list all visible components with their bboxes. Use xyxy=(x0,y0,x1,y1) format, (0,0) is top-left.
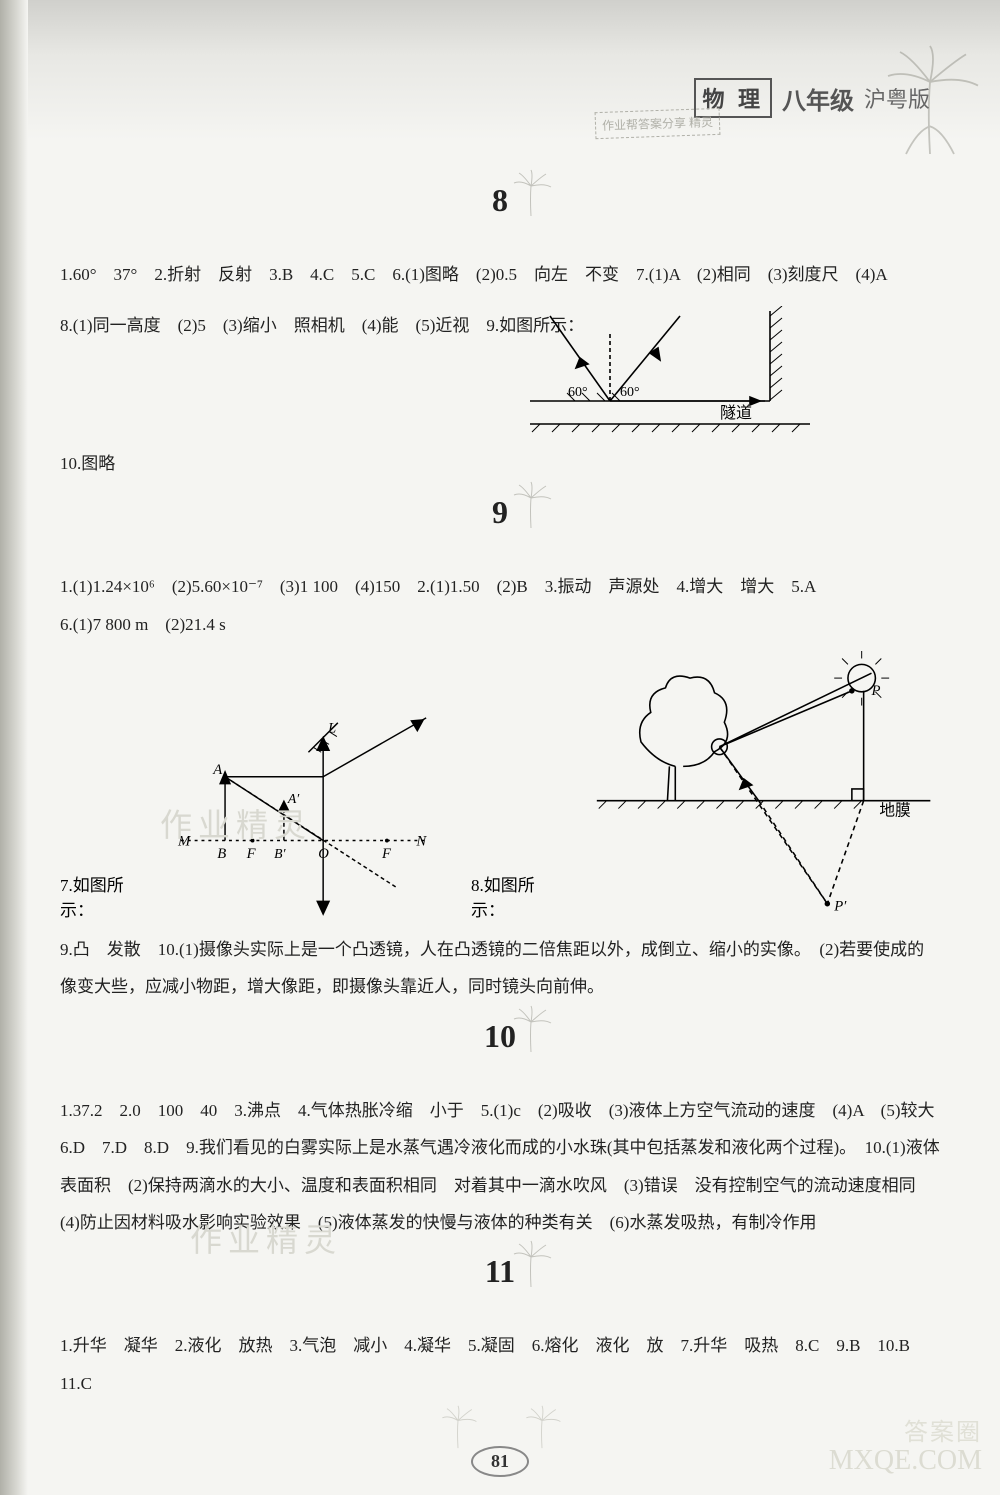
corner-watermark: 答案圈 xyxy=(904,1412,982,1447)
palm-icon xyxy=(435,1404,481,1450)
answer-text: 6.(1)7 800 m (2)21.4 s xyxy=(60,606,940,643)
answer-text: 10.图略 xyxy=(60,445,940,482)
svg-text:地膜: 地膜 xyxy=(879,801,910,819)
svg-text:N: N xyxy=(415,833,427,849)
svg-text:F: F xyxy=(246,846,257,862)
section-9-heading: 9 xyxy=(60,494,940,550)
section-11-heading: 11 xyxy=(60,1253,940,1309)
grade-label: 八年级 xyxy=(782,81,854,116)
svg-text:O: O xyxy=(318,846,329,862)
svg-text:L: L xyxy=(327,721,336,737)
svg-text:B′: B′ xyxy=(274,846,286,861)
edition-label: 沪粤版 xyxy=(864,82,930,114)
tree-sun-diagram: P P′ 地膜 xyxy=(587,651,940,921)
svg-text:60°: 60° xyxy=(620,385,640,400)
palm-icon xyxy=(506,480,556,530)
svg-text:M: M xyxy=(177,833,191,849)
main-content: 8 1.60° 37° 2.折射 反射 3.B 4.C 5.C 6.(1)图略 … xyxy=(60,170,940,1445)
answer-text: 1.升华 凝华 2.液化 放热 3.气泡 减小 4.凝华 5.凝固 6.熔化 液… xyxy=(60,1327,940,1402)
page-number-value: 81 xyxy=(471,1446,529,1477)
svg-text:B: B xyxy=(217,846,226,862)
palm-icon xyxy=(519,1404,565,1450)
svg-text:60°: 60° xyxy=(568,385,588,400)
answer-text: 1.(1)1.24×10⁶ (2)5.60×10⁻⁷ (3)1 100 (4)1… xyxy=(60,568,940,605)
page-left-edge xyxy=(0,0,28,1495)
answer-text: 1.37.2 2.0 100 40 3.沸点 4.气体热胀冷缩 小于 5.(1)… xyxy=(60,1092,940,1242)
svg-text:F: F xyxy=(381,846,392,862)
palm-icon xyxy=(506,1239,556,1289)
answer-text: 9.凸 发散 10.(1)摄像头实际上是一个凸透镜，人在凸透镜的二倍焦距以外，成… xyxy=(60,931,940,1006)
page-top-gradient xyxy=(0,0,1000,140)
svg-text:A: A xyxy=(212,762,223,778)
svg-text:P: P xyxy=(870,683,880,699)
palm-icon xyxy=(506,168,556,218)
diagram-8-label: 8.如图所示： xyxy=(471,871,567,921)
answer-text: 1.60° 37° 2.折射 反射 3.B 4.C 5.C 6.(1)图略 (2… xyxy=(60,256,940,293)
palm-icon xyxy=(506,1004,556,1054)
page-number: 81 xyxy=(471,1446,529,1477)
page-header: 物 理 八年级 沪粤版 xyxy=(694,78,930,118)
section-10-heading: 10 xyxy=(60,1018,940,1074)
tunnel-diagram: 60° 60° 隧道 xyxy=(520,306,820,436)
svg-text:P′: P′ xyxy=(833,899,847,915)
svg-text:隧道: 隧道 xyxy=(720,404,752,422)
section-8-heading: 8 xyxy=(60,182,940,238)
optics-diagram: L A A′ M N B F B′ O F xyxy=(176,711,431,921)
stamp-label: 作业帮答案分享 精灵 xyxy=(595,108,721,139)
corner-watermark: MXQE.COM xyxy=(829,1445,982,1477)
diagram-7-label: 7.如图所示： xyxy=(60,871,156,921)
svg-text:A′: A′ xyxy=(287,791,300,806)
